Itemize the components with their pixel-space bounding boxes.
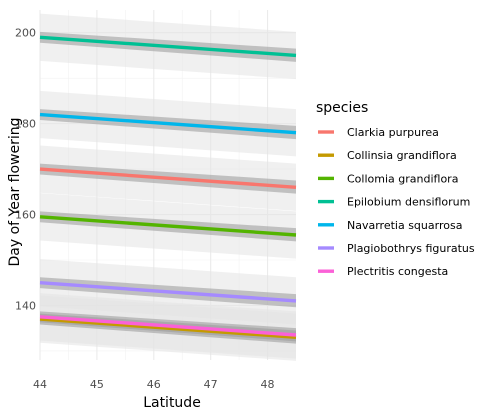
x-tick-label: 44 — [33, 378, 47, 391]
y-tick-label: 140 — [15, 299, 36, 312]
x-tick-label: 46 — [147, 378, 161, 391]
x-tick-label: 48 — [261, 378, 275, 391]
series-line — [39, 167, 297, 189]
legend-label: Plectritis congesta — [347, 265, 448, 278]
series-line — [39, 281, 297, 303]
y-tick-label: 160 — [15, 209, 36, 222]
plot-area — [39, 10, 297, 361]
legend-label: Clarkia purpurea — [347, 126, 439, 139]
series-line — [39, 112, 297, 135]
legend-label: Navarretia squarrosa — [347, 219, 462, 232]
legend-label: Epilobium densiflorum — [347, 196, 470, 209]
x-tick-label: 47 — [204, 378, 218, 391]
legend-label: Collinsia grandiflora — [347, 149, 457, 162]
y-tick-labels: 140 160 180 200 — [15, 27, 36, 313]
series-line — [39, 315, 297, 337]
legend-label: Plagiobothrys figuratus — [347, 242, 475, 255]
x-tick-label: 45 — [90, 378, 104, 391]
legend-title: species — [316, 100, 368, 116]
series-line — [39, 317, 297, 339]
legend-items: Clarkia purpurea Collinsia grandiflora Col… — [316, 123, 475, 281]
x-axis-title: Latitude — [143, 395, 201, 411]
legend-label: Collomia grandiflora — [347, 172, 458, 185]
series-line — [39, 215, 297, 237]
series-line — [39, 35, 297, 58]
legend: species Clarkia purpurea Collinsia grandi… — [316, 100, 475, 281]
x-tick-labels: 44 45 46 47 48 — [33, 378, 275, 391]
y-axis-title: Day of Year flowering — [7, 118, 23, 267]
y-tick-label: 180 — [15, 118, 36, 131]
y-tick-label: 200 — [15, 27, 36, 40]
